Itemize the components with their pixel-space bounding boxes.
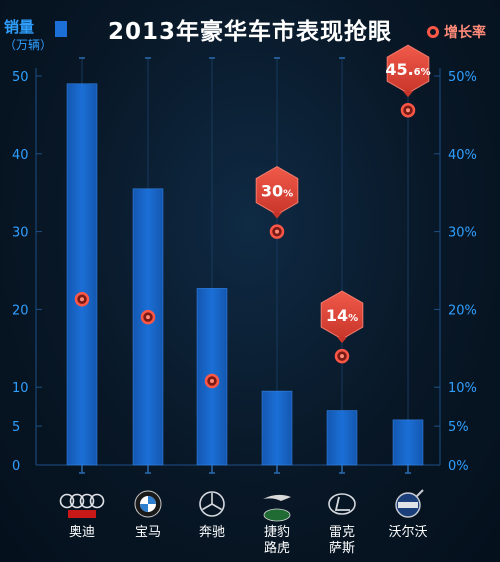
y-right-tick-label: 5% xyxy=(448,420,469,435)
y-left-tick-label: 10 xyxy=(12,381,29,396)
y-left-tick-label: 20 xyxy=(12,303,29,318)
callout-label-2: 14% xyxy=(326,306,358,325)
callout-main-text: 14 xyxy=(326,306,348,325)
audi-logo xyxy=(59,493,105,518)
chart-title: 2013年豪华车市表现抢眼 xyxy=(107,19,392,45)
lexus-logo xyxy=(328,493,356,515)
mercedes-benz-logo xyxy=(199,491,225,517)
x-tick-label-1: 奥迪 xyxy=(47,525,117,541)
bar-4 xyxy=(261,390,293,466)
y-right-tick-label: 10% xyxy=(448,381,477,396)
y-left-tick-label: 50 xyxy=(12,70,29,85)
callout-main-text: 45. xyxy=(385,60,413,79)
legend-rate-label: 增长率 xyxy=(444,25,486,41)
rate-marker-core xyxy=(80,297,84,302)
callout-label-1: 30% xyxy=(261,182,293,201)
callout-pointer xyxy=(272,212,282,219)
x-tick-label-3: 奔驰 xyxy=(177,525,247,541)
y-left-tick-label: 0 xyxy=(12,459,20,474)
callout-pointer xyxy=(403,91,413,98)
bar-6 xyxy=(392,419,424,466)
legend-rate-marker xyxy=(427,26,439,38)
x-tick-label-line: 雷克 xyxy=(328,525,355,540)
y-right-tick-label: 20% xyxy=(448,303,477,318)
x-tick-label-2: 宝马 xyxy=(113,525,183,541)
bar-5 xyxy=(326,410,358,466)
x-tick-label-line: 萨斯 xyxy=(328,541,355,556)
rate-marker-core xyxy=(340,354,344,359)
y-axis-left-title: 销量 xyxy=(4,18,35,36)
rate-marker-core xyxy=(146,315,150,320)
y-left-tick-label: 5 xyxy=(12,420,20,435)
y-right-tick-label: 40% xyxy=(448,148,477,163)
rate-marker-core xyxy=(210,378,214,383)
y-right-tick-label: 50% xyxy=(448,70,477,85)
bar-1 xyxy=(66,83,98,466)
x-tick-label-4: 捷豹 路虎 xyxy=(242,525,312,557)
x-tick-label-6: 沃尔沃 xyxy=(373,525,443,541)
y-left-tick-label: 30 xyxy=(12,226,29,241)
y-left-tick-label: 40 xyxy=(12,148,29,163)
x-tick-label-line: 奥迪 xyxy=(68,525,95,540)
callout-main-text: 30 xyxy=(261,182,283,201)
x-tick-label-line: 沃尔沃 xyxy=(388,525,428,540)
y-axis-left-label: 销量 （万辆） xyxy=(4,18,52,54)
callout-suffix-text: % xyxy=(283,189,293,200)
x-tick-label-line: 宝马 xyxy=(134,525,161,540)
x-tick-label-line: 路虎 xyxy=(263,541,290,556)
callout-suffix-text: % xyxy=(348,313,358,324)
callout-suffix-text: 6% xyxy=(414,67,431,78)
y-axis-left-unit: （万辆） xyxy=(4,38,53,52)
bar-2 xyxy=(132,188,164,466)
legend-bar-swatch xyxy=(55,21,67,37)
x-tick-label-line: 奔驰 xyxy=(198,525,225,540)
rate-marker-core xyxy=(275,229,279,234)
bmw-logo xyxy=(134,490,162,518)
jaguar-land-rover-logo xyxy=(263,494,291,522)
volvo-logo xyxy=(395,489,424,518)
rate-marker-core xyxy=(406,108,410,113)
callout-pointer xyxy=(337,337,347,344)
x-tick-label-5: 雷克 萨斯 xyxy=(307,525,377,557)
callout-label-3: 45.6% xyxy=(385,60,430,79)
x-tick-label-line: 捷豹 xyxy=(263,525,290,540)
y-right-tick-label: 0% xyxy=(448,459,469,474)
y-right-tick-label: 30% xyxy=(448,226,477,241)
